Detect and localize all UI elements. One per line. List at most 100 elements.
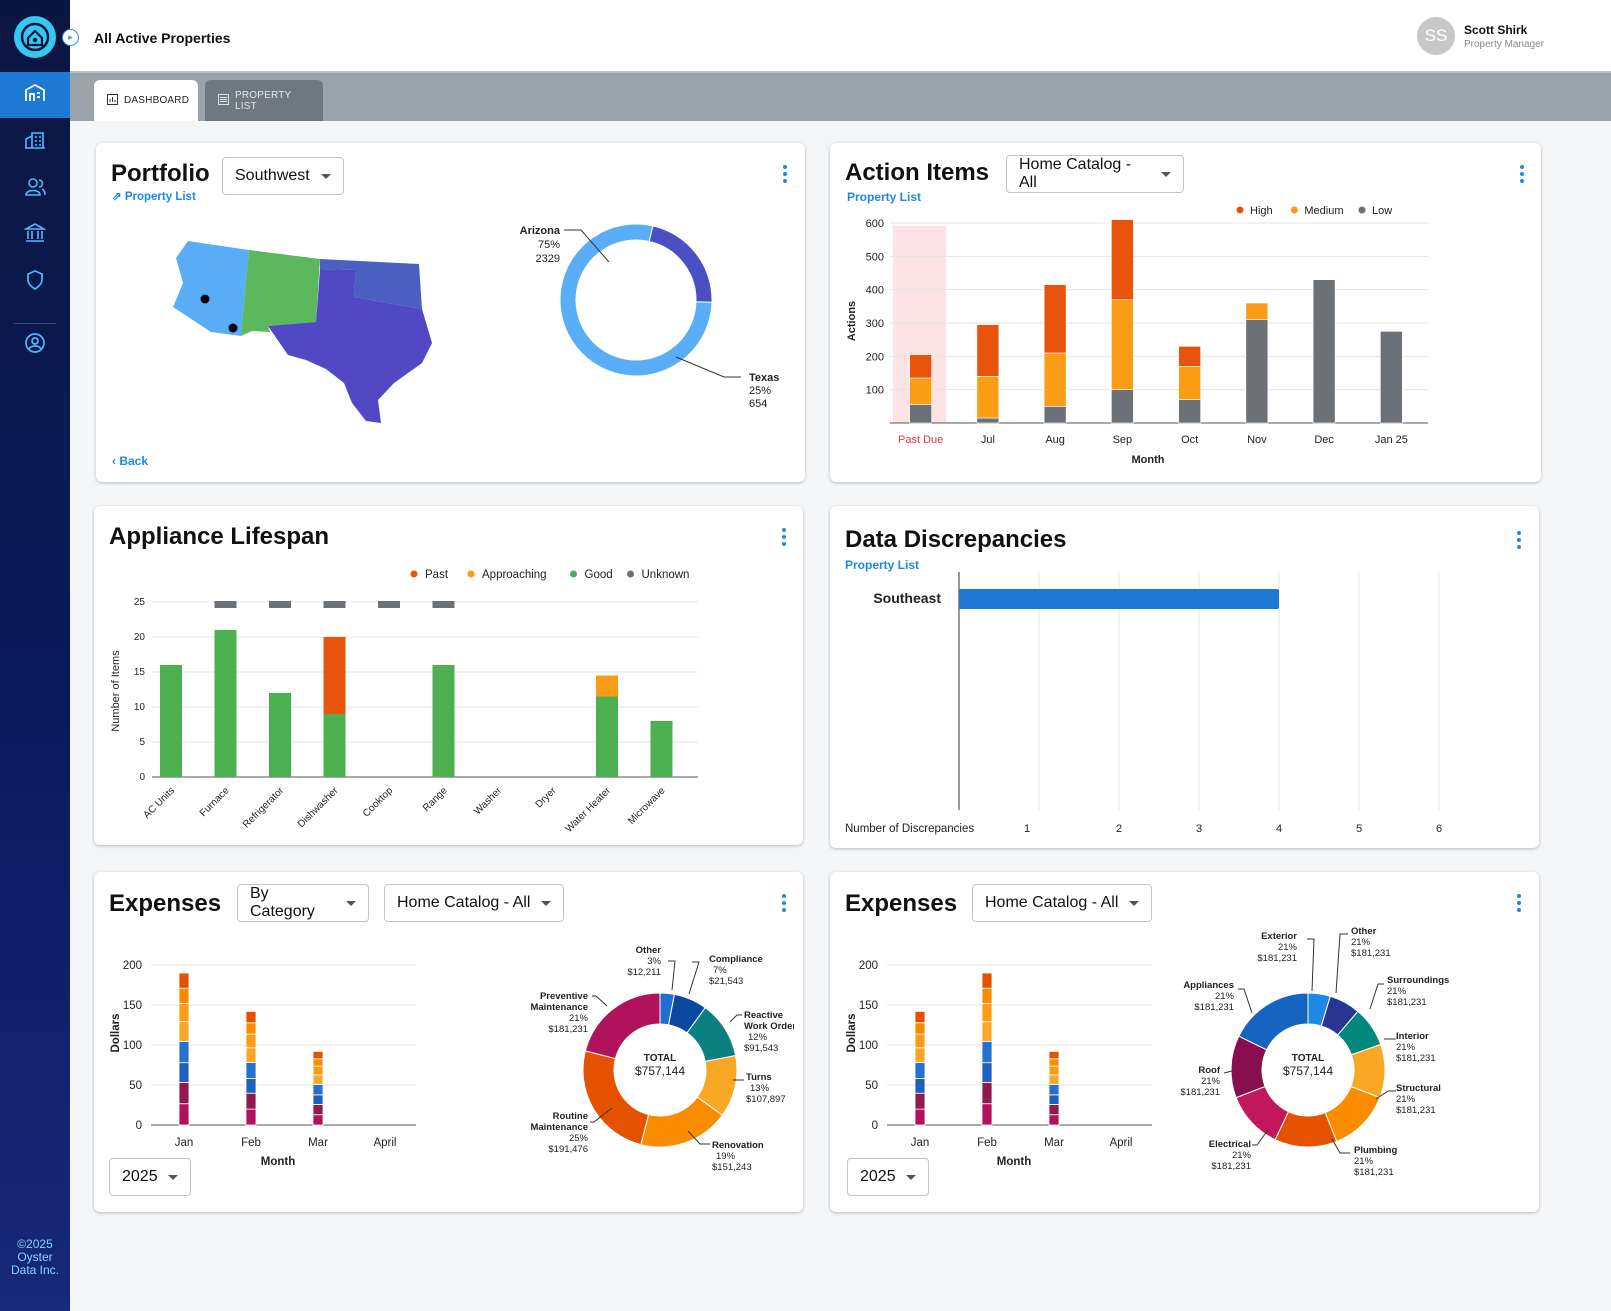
action-items-catalog-select[interactable]: Home Catalog - All	[1006, 155, 1184, 193]
expenses-right-catalog-select[interactable]: Home Catalog - All	[972, 884, 1152, 922]
chevron-left-icon: ‹	[112, 454, 120, 468]
bar-segment	[178, 1103, 190, 1126]
donut-center-value: $757,144	[1283, 1064, 1333, 1078]
donut-center-label: TOTAL	[644, 1053, 676, 1064]
slice-percent: 21%	[1215, 991, 1235, 1002]
expenses-right-menu-icon[interactable]	[1516, 894, 1522, 912]
donut-slice-appliances[interactable]	[1238, 992, 1309, 1051]
bar-high	[1043, 284, 1067, 354]
nav-finance[interactable]	[0, 212, 70, 258]
leader-line	[1223, 1070, 1233, 1074]
map-new-mexico[interactable]	[241, 250, 320, 336]
appliance-menu-icon[interactable]	[781, 528, 787, 546]
x-tick-label: Dishwasher	[296, 785, 341, 830]
nav-people[interactable]	[0, 166, 70, 212]
nav-account[interactable]	[0, 322, 70, 368]
action-items-chart[interactable]: 100 200 300 400 500 600 Past Due Jul Aug Sep Oct No…	[830, 193, 1530, 478]
slice-percent: 21%	[1387, 986, 1407, 997]
bar-segment	[245, 1092, 257, 1110]
legend-label-medium: Medium	[1304, 205, 1343, 217]
map-arizona[interactable]	[173, 241, 249, 336]
nav-security[interactable]	[0, 259, 70, 305]
tab-dashboard[interactable]: DASHBOARD	[94, 80, 198, 121]
x-tick-label: Dec	[1314, 434, 1334, 446]
bar-segment	[914, 1092, 926, 1110]
bar-high	[1178, 346, 1201, 367]
bar-high	[976, 324, 1000, 377]
appliance-chart[interactable]: 0 5 10 15 20 25 AC Units Furnace Refrigerator Dis…	[94, 561, 794, 841]
avatar[interactable]: SS	[1417, 17, 1455, 55]
action-items-property-list-link[interactable]: Property List	[847, 190, 922, 204]
tab-property-list[interactable]: PROPERTY LIST	[205, 80, 323, 121]
portfolio-menu-icon[interactable]	[782, 165, 788, 183]
appliance-lifespan-card: Appliance Lifespan 0 5 10 15 20 25 AC Units Fur…	[94, 506, 803, 845]
discrepancies-menu-icon[interactable]	[1516, 531, 1522, 549]
region-select[interactable]: Southwest	[222, 157, 344, 195]
oyster-logo[interactable]	[14, 16, 56, 58]
slice-amount: $91,543	[744, 1043, 778, 1054]
portfolio-map[interactable]	[166, 233, 466, 433]
expenses-right-donut-chart[interactable]: TOTAL$757,144Exterior21%$181,231Other21%…	[1160, 917, 1535, 1187]
chevron-down-icon	[541, 900, 551, 906]
legend-dot-medium	[1290, 206, 1298, 214]
legend-label-good: Good	[585, 569, 613, 581]
expenses-left-donut-chart[interactable]: TOTAL$757,144Other3%$12,211Compliance7%$…	[424, 932, 794, 1182]
copyright-company-suffix: Data Inc.	[10, 1263, 60, 1277]
expenses-left-menu-icon[interactable]	[781, 894, 787, 912]
expenses-right-catalog-value: Home Catalog - All	[985, 894, 1119, 911]
donut-slice-preventive-maintenance[interactable]	[584, 992, 661, 1060]
slice-label: Roof	[1198, 1065, 1220, 1076]
nav-properties[interactable]	[0, 119, 70, 165]
back-link[interactable]: ‹ Back	[112, 454, 148, 468]
x-tick-label: Aug	[1045, 434, 1065, 446]
action-items-title: Action Items	[845, 159, 990, 186]
bar-segment	[178, 1003, 190, 1023]
y-axis-title: Dollars	[846, 1014, 858, 1053]
map-oklahoma[interactable]	[320, 259, 422, 309]
bar-medium	[1111, 299, 1134, 390]
bar-low	[1245, 319, 1269, 424]
portfolio-property-list-link[interactable]: ⇗ Property List	[112, 189, 196, 203]
bar-medium	[976, 376, 1000, 419]
legend-dot-past	[410, 570, 418, 578]
bank-icon	[22, 222, 48, 248]
leader-line	[1307, 938, 1315, 992]
leader-line	[1238, 988, 1253, 1014]
leader-line	[590, 1107, 613, 1123]
map-texas[interactable]	[268, 269, 432, 423]
expenses-group-select[interactable]: By Category	[237, 884, 369, 922]
chevron-down-icon	[1129, 900, 1139, 906]
sidebar: ©2025 Oyster Data Inc.	[0, 0, 70, 1311]
expenses-left-bar-chart[interactable]: 0 50 100 150 200 Jan Feb Mar April Month Dollars	[94, 937, 434, 1177]
y-tick-label: 150	[123, 1000, 142, 1012]
x-tick-label: Sep	[1113, 434, 1133, 446]
bar-good	[323, 714, 346, 777]
action-items-menu-icon[interactable]	[1519, 165, 1525, 183]
discrepancies-chart[interactable]: 1 2 3 4 5 6 Southeast Number of Discrepancies	[830, 566, 1530, 846]
discrepancies-property-list-link[interactable]: Property List	[845, 558, 920, 572]
slice-amount: $12,211	[627, 967, 661, 978]
slice-percent: 21%	[1278, 942, 1298, 953]
slice-label: Compliance	[709, 954, 763, 965]
bar-segment	[914, 1022, 926, 1035]
expenses-right-bar-chart[interactable]: 0 50 100 150 200 Jan Feb Mar April Month Dollars	[830, 937, 1170, 1177]
expenses-left-year-value: 2025	[122, 1168, 158, 1185]
bar-segment	[312, 1074, 324, 1085]
expenses-left-catalog-select[interactable]: Home Catalog - All	[384, 884, 564, 922]
donut-slice-arizona[interactable]	[559, 223, 713, 377]
bar-segment	[914, 1062, 926, 1079]
nav-home[interactable]	[0, 72, 70, 118]
slice-amount: $181,231	[548, 1024, 588, 1035]
x-tick-label: Washer	[472, 785, 504, 817]
bar-segment	[1048, 1074, 1060, 1085]
expenses-right-year-select[interactable]: 2025	[847, 1158, 929, 1196]
legend-label-high: High	[1250, 205, 1273, 217]
bar-segment	[1048, 1051, 1060, 1060]
bar-low	[976, 417, 1000, 424]
collapse-sidebar-button[interactable]: ▸	[62, 29, 79, 46]
donut-slice-texas[interactable]	[648, 225, 713, 303]
y-tick-label: 600	[866, 218, 884, 230]
expenses-left-year-select[interactable]: 2025	[109, 1158, 191, 1196]
bar-segment	[312, 1114, 324, 1126]
